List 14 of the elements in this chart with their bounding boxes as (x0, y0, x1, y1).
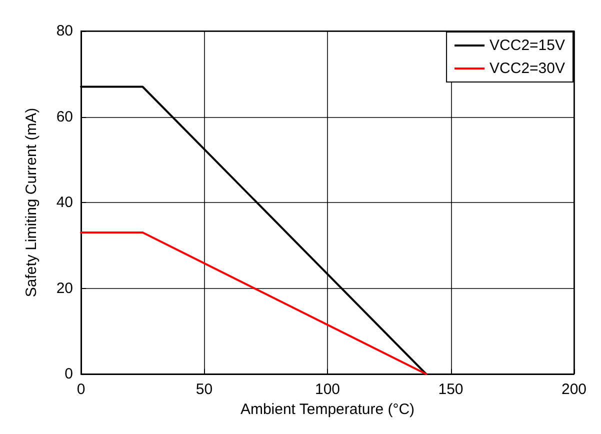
x-tick-label: 0 (76, 381, 86, 398)
y-tick-label: 20 (56, 280, 73, 297)
x-tick-label: 200 (561, 381, 587, 398)
x-tick-label: 100 (314, 381, 340, 398)
y-axis-title: Safety Limiting Current (mA) (23, 108, 40, 298)
y-tick-label: 80 (56, 22, 73, 40)
x-axis-title: Ambient Temperature (°C) (240, 400, 415, 418)
x-tick-label: 150 (438, 381, 464, 398)
legend-label: VCC2=15V (490, 37, 566, 54)
legend-label: VCC2=30V (490, 60, 566, 77)
y-tick-label: 60 (56, 108, 73, 126)
x-tick-label: 50 (196, 381, 213, 398)
y-tick-label: 40 (56, 194, 73, 211)
y-tick-label: 0 (64, 366, 73, 382)
